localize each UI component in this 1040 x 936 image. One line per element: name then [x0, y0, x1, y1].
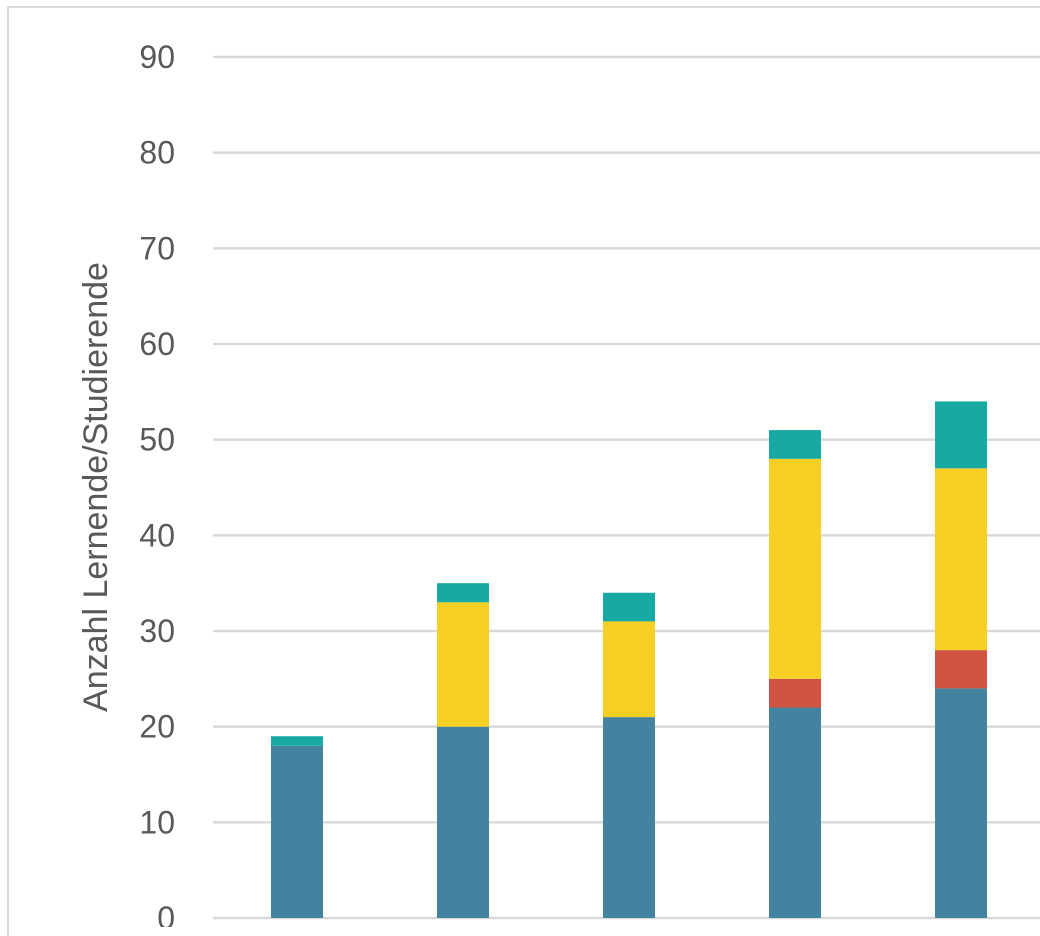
chart-frame	[7, 6, 1040, 936]
y-tick-label: 60	[139, 326, 175, 362]
bar-segment	[769, 458, 821, 679]
bar-segment	[437, 602, 489, 727]
y-tick-label: 30	[139, 613, 175, 649]
bar-segment	[437, 726, 489, 918]
bar-segment	[935, 401, 987, 469]
y-tick-label: 80	[139, 135, 175, 171]
bar-segment	[603, 592, 655, 622]
y-tick-label: 90	[139, 39, 175, 75]
bar-segment	[769, 678, 821, 708]
bar-segment	[603, 717, 655, 918]
bars	[271, 401, 987, 918]
y-tick-label: 0	[157, 900, 175, 927]
bar-segment	[437, 583, 489, 603]
bar-segment	[935, 688, 987, 918]
y-tick-label: 20	[139, 709, 175, 745]
y-tick-label: 10	[139, 804, 175, 840]
bar-segment	[935, 468, 987, 651]
bar-segment	[769, 430, 821, 459]
y-axis-ticks: 0 10 20 30 40 50 60 70 80 90	[139, 39, 175, 927]
y-tick-label: 50	[139, 422, 175, 458]
bar-segment	[769, 707, 821, 918]
bar-segment	[935, 650, 987, 689]
bar-segment	[271, 736, 323, 746]
bar-segment	[603, 621, 655, 718]
y-axis-label: Anzahl Lernende/Studierende	[77, 262, 115, 712]
y-tick-label: 70	[139, 230, 175, 266]
y-tick-label: 40	[139, 517, 175, 553]
bar-segment	[271, 745, 323, 918]
